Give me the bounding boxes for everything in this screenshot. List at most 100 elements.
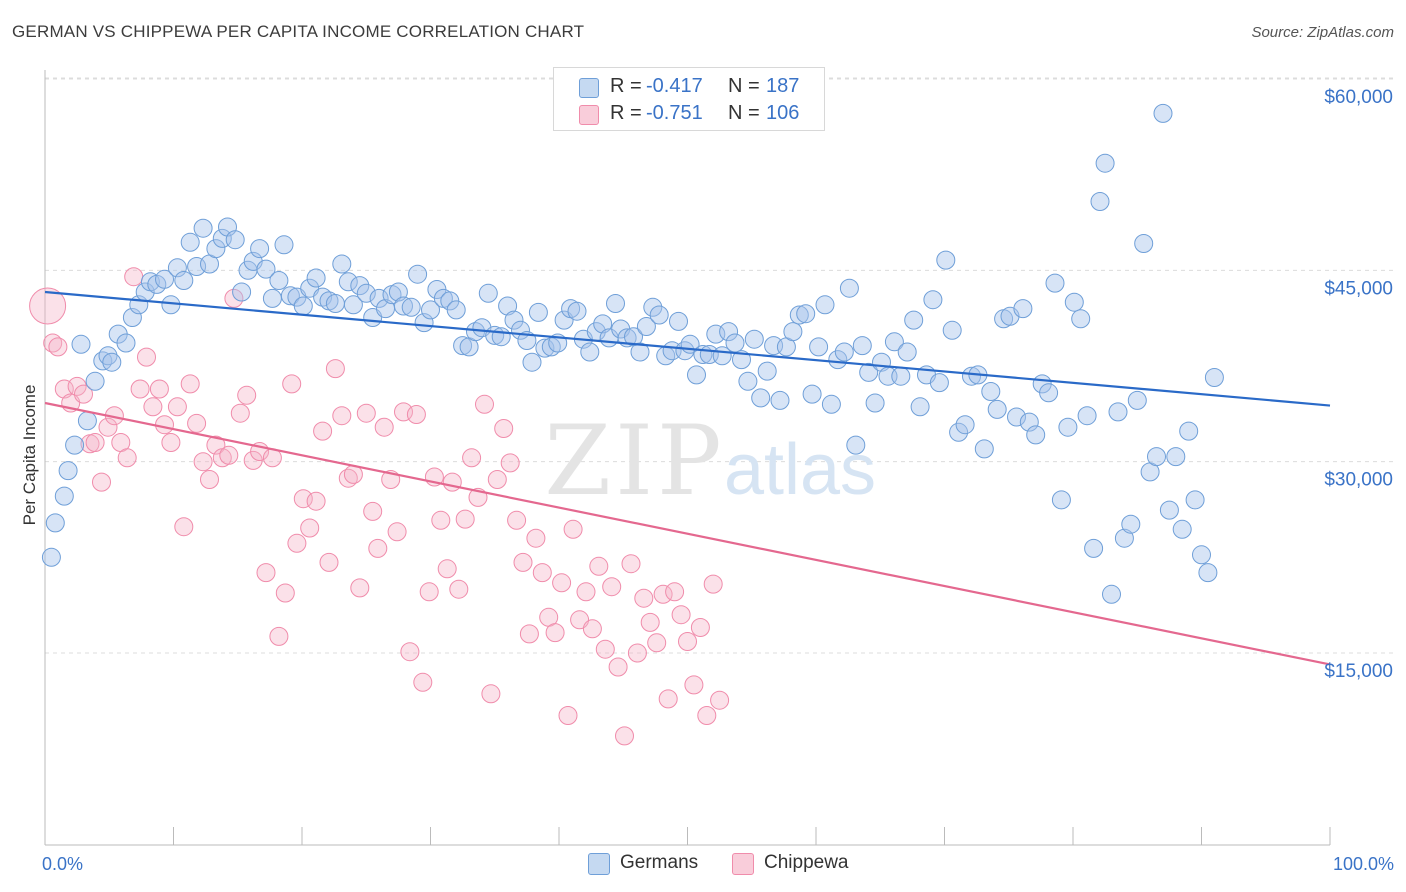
germans-point-124 [828, 350, 848, 370]
germans-point-40 [293, 296, 313, 316]
germans-point-153 [1013, 299, 1033, 319]
germans-point-77 [528, 302, 548, 322]
germans-point-33 [250, 239, 270, 259]
germans-point-172 [1134, 234, 1154, 253]
germans-point-96 [649, 305, 669, 325]
chippewa-point-3 [54, 379, 74, 399]
germans-point-176 [1159, 500, 1179, 520]
chippewa-point-26 [200, 470, 219, 489]
chippewa-point-106 [703, 574, 723, 594]
chippewa-point-40 [287, 533, 307, 553]
germans-point-99 [669, 311, 688, 331]
chippewa-point-59 [406, 405, 426, 424]
germans-point-166 [1095, 153, 1115, 173]
chippewa-point-30 [224, 288, 244, 308]
germans-point-157 [1039, 383, 1059, 403]
germans-point-147 [974, 439, 994, 459]
watermark: ZIP atlas [544, 405, 876, 517]
germans-point-165 [1090, 192, 1110, 211]
chippewa-point-93 [621, 554, 641, 574]
chippewa-point-5 [67, 376, 87, 396]
germans-point-142 [942, 320, 962, 340]
germans-point-123 [821, 394, 841, 414]
germans-point-179 [1179, 421, 1199, 441]
germans-point-160 [1058, 417, 1078, 437]
germans-point-125 [834, 342, 854, 362]
germans-point-2 [54, 486, 74, 506]
germans-point-170 [1121, 514, 1141, 534]
germans-point-113 [757, 361, 777, 381]
chippewa-point-52 [363, 501, 383, 521]
chippewa-point-22 [174, 517, 194, 537]
chippewa-point-89 [595, 639, 615, 659]
germans-point-42 [306, 268, 326, 288]
chippewa-point-99 [658, 689, 678, 709]
chippewa-point-45 [319, 552, 339, 572]
germans-point-37 [274, 235, 294, 255]
chippewa-point-53 [368, 538, 388, 558]
chippewa-point-86 [576, 582, 596, 602]
germans-point-155 [1026, 425, 1046, 445]
germans-point-24 [193, 218, 213, 238]
legend-label-germans: Germans [620, 852, 699, 873]
germans-point-58 [408, 264, 428, 284]
correlation-legend: R = -0.417 N = 187 R = -0.751 N = 106 [553, 67, 825, 131]
legend-row-germans: R = -0.417 N = 187 [554, 73, 824, 101]
chippewa-point-32 [237, 385, 257, 405]
chippewa-point-102 [678, 632, 697, 651]
chippewa-point-25 [193, 452, 213, 472]
chippewa-point-10 [98, 417, 118, 437]
chippewa-point-88 [589, 556, 609, 576]
germans-point-0 [41, 547, 61, 567]
germans-point-3 [58, 461, 78, 481]
germans-point-10 [102, 352, 122, 372]
chippewa-point-18 [149, 379, 169, 399]
germans-point-71 [491, 327, 511, 347]
chippewa-point-100 [665, 582, 685, 602]
chippewa-point-96 [640, 612, 660, 632]
germans-trend-line [44, 290, 1331, 407]
chippewa-point-35 [256, 563, 276, 583]
germans-point-107 [719, 322, 739, 342]
chippewa-point-60 [413, 672, 433, 692]
germans-point-144 [955, 415, 975, 435]
germans-point-163 [1077, 406, 1097, 426]
r-value: -0.751 [646, 102, 703, 124]
germans-point-12 [116, 333, 136, 353]
germans-point-50 [356, 283, 376, 303]
germans-swatch [588, 853, 610, 875]
chippewa-point-65 [442, 472, 462, 492]
germans-point-49 [350, 276, 370, 296]
germans-point-133 [884, 332, 904, 352]
germans-point-139 [923, 290, 943, 310]
chippewa-point-72 [487, 470, 507, 489]
germans-point-168 [1108, 402, 1128, 422]
chippewa-point-97 [647, 633, 667, 653]
chippewa-point-58 [400, 642, 420, 662]
germans-point-120 [802, 384, 822, 404]
n-label: N = [728, 75, 760, 97]
germans-point-48 [343, 295, 363, 315]
germans-point-94 [636, 317, 656, 336]
germans-point-182 [1198, 563, 1218, 583]
chippewa-point-74 [500, 453, 520, 473]
germans-point-174 [1147, 447, 1166, 467]
germans-point-83 [567, 301, 587, 321]
germans-series [41, 103, 1224, 604]
chippewa-point-82 [552, 573, 572, 593]
germans-point-109 [732, 350, 751, 370]
germans-point-112 [751, 388, 771, 408]
germans-point-136 [904, 310, 924, 330]
chippewa-point-104 [690, 618, 710, 637]
chippewa-point-0 [29, 287, 67, 325]
chippewa-point-51 [356, 403, 376, 423]
germans-point-6 [77, 411, 97, 431]
germans-point-72 [498, 296, 518, 316]
chippewa-point-38 [275, 583, 295, 603]
germans-point-115 [770, 390, 790, 410]
germans-point-148 [981, 382, 1001, 401]
germans-point-137 [910, 397, 930, 417]
chippewa-point-73 [494, 419, 514, 438]
germans-point-128 [852, 336, 872, 356]
